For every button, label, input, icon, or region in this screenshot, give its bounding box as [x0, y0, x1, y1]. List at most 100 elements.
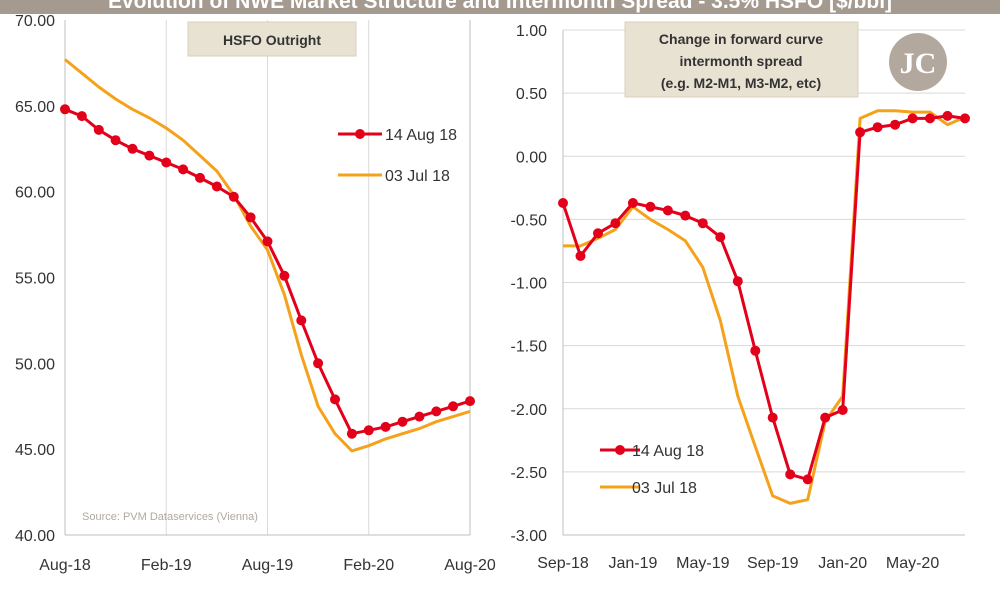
left-data-point-14aug	[346, 428, 357, 439]
left-series-line-03jul	[64, 58, 471, 453]
left-data-point-14aug	[262, 236, 273, 247]
legend-label-03jul-left: 03 Jul 18	[385, 168, 450, 185]
left-data-point-14aug	[397, 416, 408, 427]
logo-circle	[889, 33, 947, 91]
right-y-tick-label: -1.00	[511, 276, 548, 293]
right-x-tick-label: May-19	[676, 555, 729, 572]
right-series-line-14aug	[561, 114, 966, 481]
left-series	[60, 58, 475, 453]
left-chart-title: HSFO Outright	[223, 32, 321, 48]
legend-label-14aug-left: 14 Aug 18	[385, 127, 457, 144]
legend-marker-14aug-left	[355, 129, 365, 139]
left-data-point-14aug	[144, 150, 155, 161]
right-data-point-14aug	[855, 127, 866, 138]
right-data-point-14aug	[680, 210, 691, 221]
left-y-tick-label: 40.00	[15, 528, 55, 545]
right-data-point-14aug	[802, 474, 813, 485]
right-data-point-14aug	[872, 122, 883, 133]
left-y-tick-label: 70.00	[15, 13, 55, 30]
right-chart-title-line-2: intermonth spread	[680, 53, 803, 69]
right-data-point-14aug	[697, 218, 708, 229]
left-x-tick-label: Aug-19	[242, 557, 294, 574]
left-data-point-14aug	[161, 157, 172, 168]
right-chart-title-line-3: (e.g. M2-M1, M3-M2, etc)	[661, 75, 821, 91]
left-data-point-14aug	[448, 401, 459, 412]
left-data-point-14aug	[431, 406, 442, 417]
right-x-tick-label: Sep-18	[537, 555, 589, 572]
left-data-point-14aug	[296, 315, 307, 326]
right-y-tick-label: 1.00	[516, 23, 547, 40]
left-x-tick-label: Feb-19	[141, 557, 192, 574]
left-title-box-bg	[187, 21, 357, 57]
right-title-box: Change in forward curve intermonth sprea…	[624, 21, 859, 98]
right-data-point-14aug	[767, 412, 778, 423]
right-data-point-14aug	[960, 113, 970, 124]
right-x-tick-label: Sep-19	[747, 555, 799, 572]
left-x-tick-label: Aug-18	[39, 557, 91, 574]
left-y-tick-label: 45.00	[15, 442, 55, 459]
left-data-point-14aug	[60, 104, 70, 115]
left-y-tick-label: 65.00	[15, 99, 55, 116]
left-data-point-14aug	[93, 124, 104, 135]
right-data-point-14aug	[890, 119, 901, 130]
right-data-point-14aug	[610, 218, 621, 229]
logo-text: JC	[900, 47, 937, 80]
left-data-point-14aug	[414, 411, 425, 422]
left-data-point-14aug	[228, 191, 239, 202]
right-x-tick-label: May-20	[886, 555, 939, 572]
right-data-point-14aug	[627, 198, 638, 208]
left-data-point-14aug	[465, 396, 475, 407]
right-data-point-14aug	[820, 412, 831, 423]
left-data-point-14aug	[363, 425, 374, 436]
right-y-tick-label: 0.00	[516, 149, 547, 166]
legend-label-03jul-right: 03 Jul 18	[632, 480, 697, 497]
left-data-point-14aug	[110, 135, 121, 146]
title-banner: Evolution of NWE Market Structure and In…	[0, 0, 1000, 14]
left-y-tick-labels: 40.00 45.00 50.00 55.00 60.00 65.00 70.00	[15, 13, 55, 545]
right-data-point-14aug	[750, 345, 761, 356]
right-y-tick-label: -2.50	[511, 465, 548, 482]
right-y-tick-label: -2.00	[511, 402, 548, 419]
right-series-line-03jul	[563, 109, 966, 505]
left-data-point-14aug	[380, 421, 391, 432]
source-note: Source: PVM Dataservices (Vienna)	[82, 511, 258, 523]
left-data-point-14aug	[127, 143, 138, 154]
right-y-tick-label: -1.50	[511, 339, 548, 356]
left-title-box: HSFO Outright	[187, 21, 357, 57]
right-data-point-14aug	[575, 251, 586, 261]
right-x-tick-label: Jan-19	[608, 555, 657, 572]
left-data-point-14aug	[178, 164, 189, 175]
right-legend: 14 Aug 18 03 Jul 18	[600, 443, 704, 497]
right-data-point-14aug	[837, 405, 848, 415]
left-x-tick-label: Feb-20	[343, 557, 394, 574]
left-y-tick-label: 50.00	[15, 356, 55, 373]
right-chart-title-line-1: Change in forward curve	[659, 31, 823, 47]
left-data-point-14aug	[195, 172, 205, 183]
intermonth-spread-chart: -3.00 -2.50 -2.00 -1.50 -1.00 -0.50 0.00 0.50 1.…	[511, 21, 970, 572]
right-gridlines	[563, 29, 965, 536]
left-data-point-14aug	[330, 394, 340, 405]
left-legend: 14 Aug 18 03 Jul 18	[338, 127, 457, 185]
left-data-point-14aug	[211, 181, 222, 192]
right-y-tick-labels: -3.00 -2.50 -2.00 -1.50 -1.00 -0.50 0.00 0.50 1.…	[511, 23, 548, 545]
right-data-point-14aug	[925, 113, 935, 124]
right-y-tick-label: -3.00	[511, 528, 548, 545]
right-data-point-14aug	[558, 198, 568, 208]
right-x-tick-label: Jan-20	[818, 555, 867, 572]
jc-logo: JC	[889, 33, 947, 91]
banner-title: Evolution of NWE Market Structure and In…	[107, 0, 893, 13]
right-data-point-14aug	[907, 113, 918, 124]
right-data-point-14aug	[593, 228, 603, 239]
legend-label-14aug-right: 14 Aug 18	[632, 443, 704, 460]
right-series	[558, 109, 970, 505]
right-data-point-14aug	[732, 276, 743, 287]
right-y-tick-label: -0.50	[511, 212, 548, 229]
left-y-tick-label: 55.00	[15, 271, 55, 288]
left-gridlines	[64, 20, 471, 535]
left-data-point-14aug	[313, 358, 324, 369]
legend-marker-14aug-right	[615, 445, 625, 455]
right-data-point-14aug	[942, 110, 953, 121]
left-y-tick-label: 60.00	[15, 185, 55, 202]
left-data-point-14aug	[279, 270, 290, 281]
